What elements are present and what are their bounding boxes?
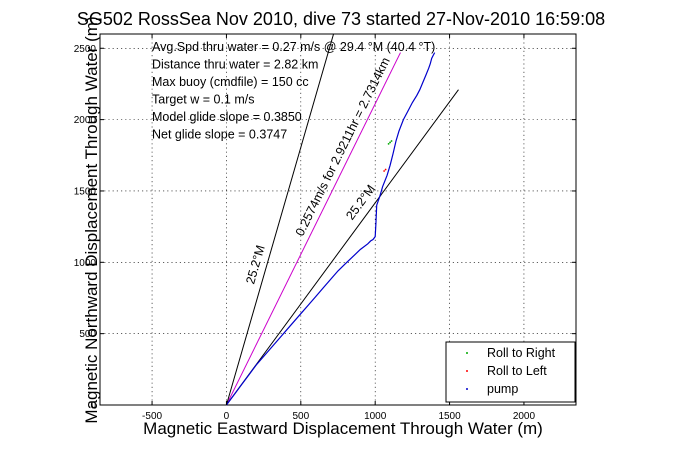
legend-items: Roll to Right Roll to Left pump: [466, 346, 556, 396]
series-line-0: [225, 52, 436, 406]
legend-label-2: pump: [487, 382, 518, 396]
y-tick-label-4: 2000: [74, 115, 97, 126]
annotation-line-2: Max buoy (cmdfile) = 150 cc: [152, 75, 309, 89]
y-tick-label-3: 1500: [74, 186, 97, 197]
legend-marker-0: [466, 352, 468, 354]
series-point-1-2: [390, 140, 393, 142]
x-tick-label-1: 0: [224, 411, 230, 422]
legend-marker-1: [466, 370, 468, 372]
y-axis-label: Magnetic Northward Displacement Through …: [82, 16, 101, 423]
data-series: [225, 52, 436, 406]
y-tick-label-2: 1000: [74, 258, 97, 269]
annotation-block: Avg.Spd thru water = 0.27 m/s @ 29.4 °M …: [152, 40, 435, 142]
series-point-2-1: [384, 168, 387, 171]
legend-box: [445, 341, 576, 403]
reference-line-2: [225, 33, 335, 406]
annotation-line-3: Target w = 0.1 m/s: [152, 93, 254, 107]
x-tick-label-2: 500: [292, 411, 309, 422]
chart-title: SG502 RossSea Nov 2010, dive 73 started …: [77, 9, 605, 29]
series-point-2-0: [383, 170, 386, 172]
y-tick-label-5: 2500: [74, 44, 97, 55]
y-tick-label-0: 0: [90, 401, 96, 412]
reference-line-0: [226, 89, 459, 406]
annotation-line-5: Net glide slope = 0.3747: [152, 128, 287, 142]
x-tick-label-3: 1000: [364, 411, 387, 422]
grid-lines: [100, 34, 576, 406]
y-tick-label-1: 500: [79, 329, 96, 340]
legend-label-1: Roll to Left: [487, 364, 547, 378]
annotation-line-1: Distance thru water = 2.82 km: [152, 58, 318, 72]
legend-marker-2: [466, 388, 468, 390]
series-point-1-1: [389, 141, 391, 144]
x-tick-label-4: 1500: [438, 411, 461, 422]
reference-line-1: [225, 52, 401, 406]
annotation-line-0: Avg.Spd thru water = 0.27 m/s @ 29.4 °M …: [152, 40, 435, 54]
series-point-1-0: [387, 142, 390, 145]
legend: Roll to Right Roll to Left pump: [445, 341, 576, 403]
annotation-line-4: Model glide slope = 0.3850: [152, 110, 302, 124]
y-ticks: 0 500 1000 1500 2000 2500: [74, 44, 576, 412]
x-tick-label-0: -500: [142, 411, 162, 422]
x-tick-label-5: 2000: [513, 411, 536, 422]
legend-label-0: Roll to Right: [487, 346, 556, 360]
plot-area: 25.2°M0.2574m/s for 2.9211hr = 2.7314km2…: [74, 33, 577, 422]
x-axis-label: Magnetic Eastward Displacement Through W…: [143, 419, 543, 438]
